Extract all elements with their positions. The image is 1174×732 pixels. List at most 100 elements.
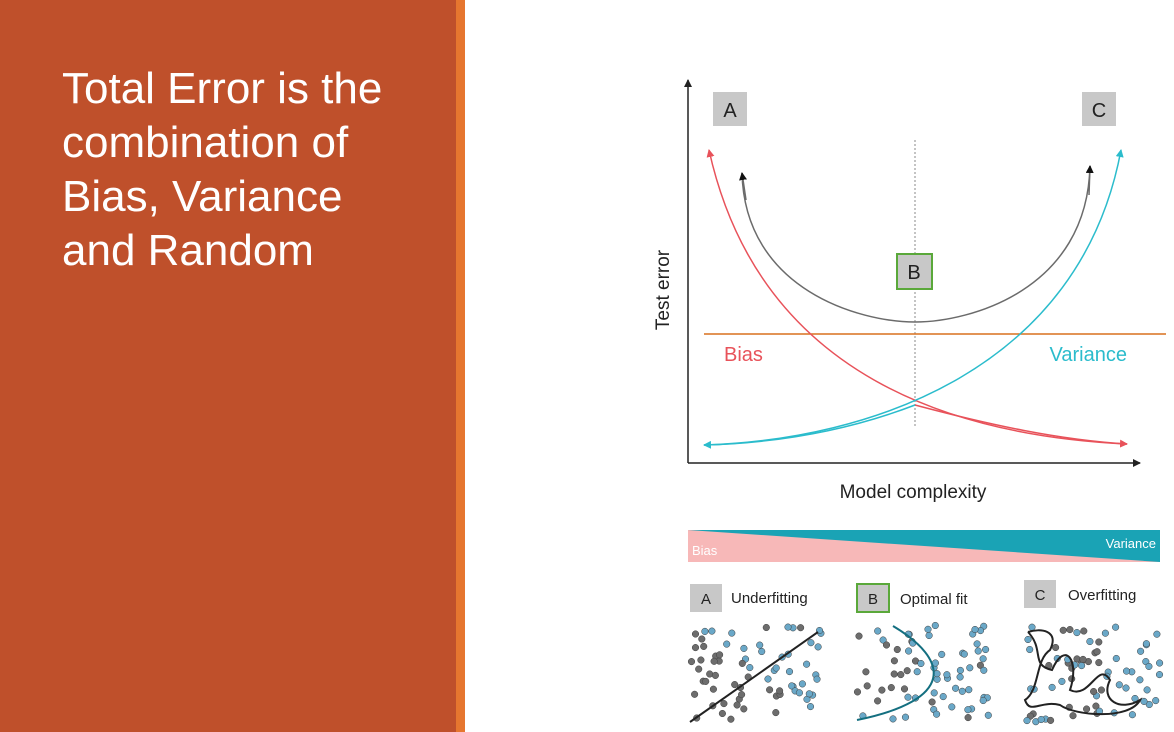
scatter-point [709, 685, 717, 693]
total-error-left-arrow [739, 172, 747, 201]
scatter-point [772, 664, 780, 672]
point-b-label: B [907, 262, 920, 284]
scatter-point [878, 686, 886, 694]
scatter-point [897, 671, 905, 679]
scatter-point [1080, 627, 1088, 635]
scatter-point [695, 665, 703, 673]
scatter-point [738, 659, 746, 667]
bias-curve-left-arrow [706, 149, 1128, 445]
point-c-label: C [1092, 100, 1106, 122]
variance-label: Variance [1050, 344, 1127, 366]
variance-curve-up-arrow [703, 149, 1124, 446]
scatter-point [917, 659, 925, 668]
optimal-fit-curve [856, 625, 935, 721]
scatter-point [930, 689, 938, 697]
scatter-point [795, 689, 803, 697]
scatter-point [1059, 626, 1067, 634]
scatter-point [700, 642, 708, 650]
scatter-point [733, 701, 741, 709]
scatter-point [716, 651, 724, 659]
scatter-point [938, 650, 946, 658]
scatter-point [788, 682, 796, 690]
scatter-point [943, 671, 951, 679]
scatter-point [862, 668, 870, 676]
scatter-point [1024, 635, 1032, 644]
scatter-point [1048, 683, 1056, 691]
scatter-point [798, 680, 806, 688]
scatter-point [913, 668, 921, 676]
scatter-point [697, 656, 705, 664]
scatter-point [1097, 686, 1105, 694]
scatter-point [1140, 697, 1148, 705]
scatter-point [1156, 659, 1164, 667]
y-axis-label: Test error [653, 249, 674, 330]
scatter-point [939, 693, 947, 701]
scatter-point [874, 627, 882, 635]
total-error-right-arrow [1085, 165, 1094, 196]
total-error-curve [741, 165, 1091, 323]
scatter-point [956, 673, 964, 681]
scatter-point [691, 690, 699, 698]
scatter-point [727, 715, 735, 723]
scatter-point [803, 660, 811, 668]
scatter-point [806, 703, 815, 711]
tradeoff-band: Bias Variance [688, 530, 1160, 562]
scatter-point [698, 635, 706, 643]
scatter-point [979, 696, 987, 705]
scatter-point [984, 711, 992, 719]
scatter-point [905, 647, 913, 655]
scatter-point [1101, 629, 1109, 637]
scatter-point [974, 647, 982, 655]
scatter-point [1047, 716, 1055, 724]
scatter-point [1136, 676, 1144, 684]
scatter-point [738, 691, 746, 699]
scatter-point [1122, 667, 1131, 675]
scatter-point [1112, 623, 1120, 631]
overfitting-letter: C [1035, 587, 1046, 604]
scatter-point [1095, 659, 1103, 667]
scatter-point [890, 670, 898, 678]
underfitting-header: A Underfitting [690, 584, 808, 612]
x-axis-label: Model complexity [840, 482, 987, 503]
scatter-point [958, 687, 966, 695]
scatter-point [1155, 671, 1164, 679]
scatter-point [853, 688, 862, 696]
scatter-point [1078, 662, 1086, 670]
scatter-point [1128, 711, 1136, 719]
scatter-point [687, 658, 696, 666]
scatter-point [928, 698, 936, 706]
optimal-fit-letter: B [868, 591, 878, 608]
optimal-fit-scatter [853, 621, 992, 723]
scatter-point [710, 657, 718, 665]
scatter-point [889, 715, 897, 723]
scatter-point [1052, 643, 1060, 652]
slide-title: Total Error is the combination of Bias, … [62, 64, 383, 275]
scatter-point [1152, 697, 1160, 705]
overfitting-scatter [1023, 623, 1164, 726]
scatter-point [814, 643, 822, 651]
scatter-point [720, 700, 728, 708]
scatter-point [1023, 717, 1031, 725]
scatter-point [758, 647, 766, 656]
scatter-point [731, 681, 739, 689]
scatter-point [973, 640, 981, 648]
scatter-point [807, 639, 815, 647]
scatter-point [1037, 715, 1045, 724]
scatter-point [728, 629, 736, 637]
scatter-point [702, 677, 710, 685]
scatter-point [772, 709, 780, 717]
scatter-point [979, 655, 987, 663]
scatter-point [1066, 626, 1074, 634]
scatter-point [976, 661, 984, 669]
scatter-point [1090, 687, 1098, 696]
scatter-point [740, 705, 748, 713]
scatter-point [893, 645, 901, 654]
point-c-box: C [1082, 92, 1116, 126]
scatter-point [924, 625, 932, 633]
scatter-point [882, 641, 891, 649]
scatter-point [960, 650, 968, 658]
scatter-point [1069, 712, 1077, 720]
underfitting-fit-line [689, 631, 819, 723]
scatter-point [766, 686, 774, 694]
scatter-point [1137, 647, 1145, 655]
